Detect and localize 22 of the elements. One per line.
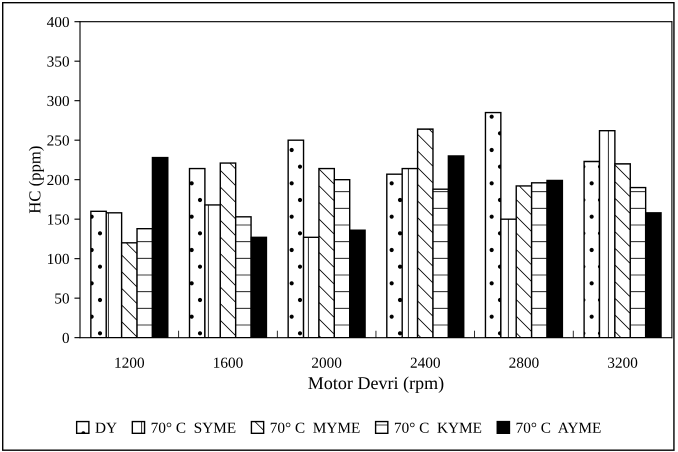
x-tick-label: 2400 <box>410 358 440 368</box>
y-tick-label: 50 <box>55 293 70 304</box>
y-tick-label: 150 <box>48 214 70 225</box>
y-tick-label: 350 <box>47 56 70 67</box>
x-tick-label: 1200 <box>115 358 144 368</box>
y-tick-label: 200 <box>47 174 70 186</box>
y-tick-label: 250 <box>47 135 70 146</box>
legend-label: 70° C SYME <box>152 422 236 433</box>
y-axis-title: HC (ppm) <box>28 146 44 214</box>
y-tick-label: 400 <box>46 16 70 28</box>
x-axis-title: Motor Devri (rpm) <box>308 376 444 393</box>
legend-label: 70° C MYME <box>270 422 360 433</box>
legend-label: 70° C KYME <box>394 422 482 433</box>
x-tick-label: 2800 <box>509 358 539 368</box>
x-tick-label: 1600 <box>214 358 243 368</box>
legend-label: DY <box>95 422 117 433</box>
y-tick-label: 0 <box>62 332 70 344</box>
y-tick-label: 100 <box>48 254 70 264</box>
legend-label: 70° C AYME <box>516 422 601 433</box>
x-tick-label: 3200 <box>608 358 638 368</box>
y-tick-label: 300 <box>47 96 70 106</box>
x-tick-label: 2000 <box>312 358 342 368</box>
